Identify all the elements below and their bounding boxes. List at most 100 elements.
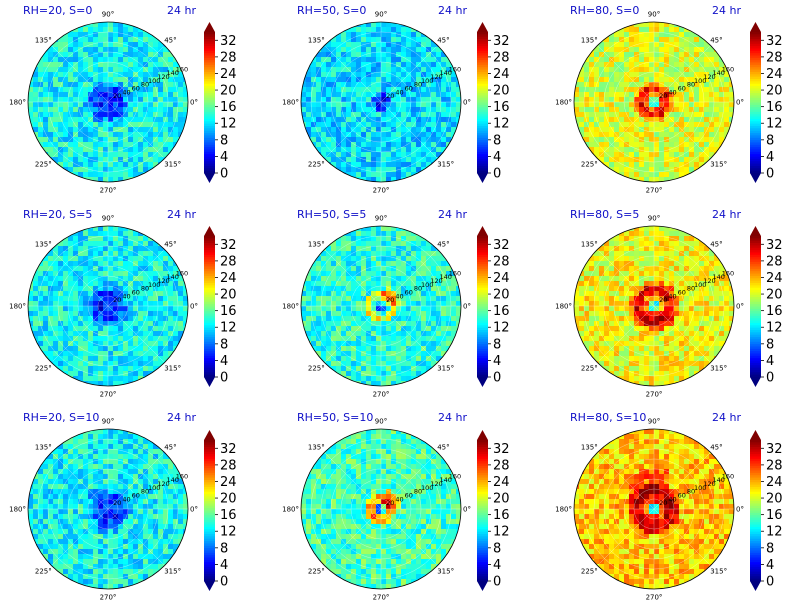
polar-panel: RH=50, S=5 24 hr 0° 45° 90° 135° 180° 225° 270° 3… [282,208,509,399]
theta-tick-label: 225° [35,365,52,373]
theta-tick-label: 315° [710,161,727,169]
theta-tick-label: 135° [308,443,325,451]
theta-tick-label: 180° [555,303,572,311]
colorbar-tick-label: 0 [220,167,228,182]
theta-tick-label: 90° [102,215,114,223]
theta-tick-label: 135° [581,36,598,44]
r-tick-label: 60 [132,289,140,297]
colorbar-tick-label: 12 [493,321,510,336]
colorbar-tick-label: 16 [493,100,510,115]
colorbar-tick-label: 8 [493,541,501,556]
colorbar-tick-label: 32 [493,442,510,457]
r-tick-label: 40 [122,495,130,503]
theta-tick-label: 135° [308,240,325,248]
r-tick-label: 40 [122,292,130,300]
theta-tick-label: 45° [437,240,449,248]
colorbar-tick-label: 8 [493,133,501,148]
polar-spine [27,225,189,387]
theta-tick-label: 0° [190,303,198,311]
colorbar-tick-label: 16 [766,100,783,115]
theta-tick-label: 315° [164,365,181,373]
r-tick-label: 60 [405,492,413,500]
colorbar-tick-label: 16 [766,304,783,319]
r-tick-label: 120 [703,277,715,285]
theta-tick-label: 45° [164,443,176,451]
colorbar-tick-label: 8 [220,337,228,352]
r-tick-label: 40 [668,495,676,503]
colorbar-tick-label: 20 [220,288,237,303]
polar-grid [300,21,462,183]
theta-tick-label: 225° [308,568,325,576]
r-tick-label: 160 [449,65,461,73]
colorbar-tick-label: 32 [766,238,783,253]
panel-time-label: 24 hr [438,411,467,424]
polar-panel: RH=50, S=10 24 hr 0° 45° 90° 135° 180° 225° 270°… [282,411,509,602]
colorbar-tick-label: 24 [220,67,237,82]
panel-title: RH=20, S=5 [23,208,92,221]
r-tick-label: 160 [449,472,461,480]
r-tick-label: 100 [421,77,433,85]
r-tick-label: 120 [703,480,715,488]
colorbar-tick-label: 0 [766,167,774,182]
theta-tick-label: 45° [437,443,449,451]
colorbar-tick-label: 12 [493,117,510,132]
theta-tick-label: 270° [646,187,663,195]
polar-panel: RH=80, S=5 24 hr 0° 45° 90° 135° 180° 225° 270° 3… [555,208,782,399]
theta-tick-label: 180° [282,99,299,107]
r-tick-label: 80 [414,488,422,496]
colorbar-tick-label: 20 [766,492,783,507]
colorbar-tick-label: 28 [493,458,510,473]
colorbar-tick-label: 12 [493,525,510,540]
theta-tick-label: 315° [710,365,727,373]
colorbar-tick-label: 4 [766,354,774,369]
r-tick-label: 40 [395,495,403,503]
colorbar-tick-label: 20 [766,84,783,99]
colorbar-tick-label: 16 [766,508,783,523]
colorbar-tick-label: 8 [766,337,774,352]
polar-grid [300,428,462,590]
panel-time-label: 24 hr [712,411,741,424]
polar-grid [573,428,735,590]
colorbar-tick-label: 4 [493,558,501,573]
colorbar-tick-label: 0 [493,371,501,386]
colorbar-tick-label: 4 [493,150,501,165]
colorbar-tick-label: 20 [220,84,237,99]
r-tick-label: 160 [722,269,734,277]
theta-tick-label: 180° [555,506,572,514]
polar-panel: RH=20, S=10 24 hr 0° 45° 90° 135° 180° 225° 270°… [9,411,236,602]
panel-time-label: 24 hr [712,208,741,221]
theta-tick-label: 315° [710,568,727,576]
theta-tick-label: 90° [648,215,660,223]
panel-title: RH=80, S=5 [570,208,639,221]
polar-panel: RH=20, S=0 24 hr 0° 45° 90° 135° 180° 225° 270° 3… [9,4,236,195]
theta-tick-label: 135° [308,36,325,44]
r-tick-label: 60 [132,492,140,500]
theta-tick-label: 225° [581,161,598,169]
colorbar-extend-max [750,430,761,440]
theta-tick-label: 90° [375,418,387,426]
theta-tick-label: 45° [164,240,176,248]
colorbar-tick-label: 28 [493,254,510,269]
colorbar-extend-max [477,430,488,440]
r-tick-label: 160 [176,269,188,277]
colorbar-tick-label: 12 [220,525,237,540]
colorbar-extend-max [204,226,215,236]
colorbar-extend-min [477,581,488,591]
colorbar-tick-label: 16 [220,304,237,319]
theta-tick-label: 90° [648,11,660,19]
theta-tick-label: 180° [9,506,26,514]
r-tick-label: 100 [694,77,706,85]
colorbar-tick-label: 20 [220,492,237,507]
r-tick-label: 160 [722,65,734,73]
r-tick-label: 140 [712,273,724,281]
colorbar-tick-label: 0 [220,371,228,386]
colorbar-tick-label: 20 [493,84,510,99]
theta-tick-label: 270° [373,391,390,399]
colorbar-extend-max [477,22,488,32]
theta-tick-label: 315° [437,568,454,576]
